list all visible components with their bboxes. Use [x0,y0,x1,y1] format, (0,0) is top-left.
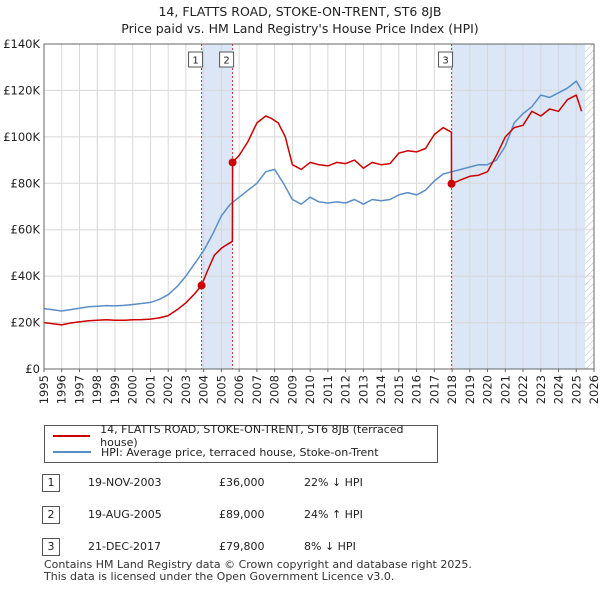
sale-marker-box [188,51,204,68]
legend-item-property: 14, FLATTS ROAD, STOKE-ON-TRENT, ST6 8JB… [53,423,437,449]
y-tick-label: £100K [3,130,40,144]
transaction-price: £36,000 [219,476,265,489]
x-tick-label: 2015 [392,375,406,404]
transaction-number: 1 [42,474,60,492]
x-tick-label: 1996 [55,375,69,404]
x-tick-label: 2014 [374,375,388,404]
property-series-line [43,94,583,326]
transaction-date: 21-DEC-2017 [88,540,162,553]
footer-licence: This data is licensed under the Open Gov… [44,570,395,583]
sale-marker-label: 3 [442,56,448,67]
legend-label-hpi: HPI: Average price, terraced house, Stok… [101,445,379,459]
x-tick-label: 2018 [445,375,459,404]
y-tick-label: £40K [11,269,41,283]
y-tick-label: £20K [11,316,41,330]
transaction-hpi: 8% ↓ HPI [304,540,356,553]
x-tick-label: 2013 [356,375,370,404]
plot-frame [43,43,595,370]
shaded-period [451,44,586,369]
shaded-period [201,44,233,369]
x-tick-label: 2023 [534,375,548,404]
legend: 14, FLATTS ROAD, STOKE-ON-TRENT, ST6 8JB… [44,423,438,463]
sale-point [228,158,237,167]
footer: Contains HM Land Registry data © Crown c… [44,559,472,583]
transaction-number: 2 [42,506,60,524]
x-tick-label: 2006 [232,375,246,404]
transaction-number: 3 [42,538,60,556]
x-tick-label: 2005 [214,375,228,404]
x-tick-label: 2022 [516,375,530,404]
transaction-hpi: 22% ↓ HPI [304,476,363,489]
x-tick-label: 2020 [481,375,495,404]
sale-point [197,281,206,290]
x-tick-label: 1997 [72,375,86,404]
transaction-hpi: 24% ↑ HPI [304,508,363,521]
x-tick-label: 2017 [427,375,441,404]
hpi-series-line [43,80,583,312]
transaction-price: £89,000 [219,508,265,521]
table-row: 3 21-DEC-2017 £79,800 8% ↓ HPI [42,538,442,558]
x-tick-label: 2003 [179,375,193,404]
sale-marker-label: 1 [192,56,198,67]
table-row: 1 19-NOV-2003 £36,000 22% ↓ HPI [42,474,442,494]
y-tick-label: £60K [11,223,41,237]
y-tick-label: £0 [25,362,40,376]
legend-swatch-hpi [53,451,91,453]
x-tick-label: 2009 [285,375,299,404]
x-tick-label: 1998 [90,375,104,404]
chart-subtitle: Price paid vs. HM Land Registry's House … [121,21,479,36]
x-tick-label: 2002 [161,375,175,404]
transaction-date: 19-NOV-2003 [88,476,162,489]
forecast-hatch [585,44,594,369]
transaction-price: £79,800 [219,540,265,553]
x-tick-label: 2000 [126,375,140,404]
legend-swatch-property [53,435,91,437]
x-tick-label: 2024 [552,375,566,404]
footer-copyright: Contains HM Land Registry data © Crown c… [44,558,472,571]
x-tick-label: 2026 [587,375,600,404]
x-tick-label: 2012 [339,375,353,404]
legend-item-hpi: HPI: Average price, terraced house, Stok… [53,444,379,460]
price-chart: 1995 1996 1997 1998 1999 2000 2001 2002 2003 2004… [3,37,600,404]
x-tick-label: 2011 [321,375,335,404]
x-tick-label: 2004 [197,375,211,404]
y-tick-label: £140K [3,37,40,51]
x-tick-label: 2021 [498,375,512,404]
legend-label-property: 14, FLATTS ROAD, STOKE-ON-TRENT, ST6 8JB… [100,423,404,449]
sale-marker-label: 2 [223,56,229,67]
x-tick-label: 2025 [569,375,583,404]
x-tick-label: 1999 [108,375,122,404]
chart-title: 14, FLATTS ROAD, STOKE-ON-TRENT, ST6 8JB [158,4,442,19]
sale-point [447,179,456,188]
sale-marker-box [219,51,235,68]
x-tick-label: 2001 [143,375,157,404]
x-tick-label: 2008 [268,375,282,404]
y-tick-label: £120K [3,83,40,97]
x-tick-label: 1995 [37,375,51,404]
sale-marker-box [438,51,454,68]
x-tick-label: 2010 [303,375,317,404]
y-tick-label: £80K [11,176,41,190]
table-row: 2 19-AUG-2005 £89,000 24% ↑ HPI [42,506,442,526]
x-tick-label: 2016 [410,375,424,404]
x-tick-label: 2007 [250,375,264,404]
x-tick-label: 2019 [463,375,477,404]
transaction-date: 19-AUG-2005 [88,508,162,521]
